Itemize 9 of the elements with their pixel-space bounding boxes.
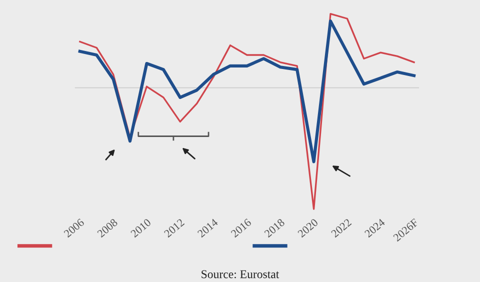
x-tick-label: 2008 bbox=[96, 218, 118, 238]
x-tick-label: 2020 bbox=[297, 218, 318, 238]
x-tick-label: 2012 bbox=[164, 218, 185, 238]
x-tick-label: 2010 bbox=[130, 218, 152, 238]
x-tick-label: 2014 bbox=[197, 218, 218, 238]
x-tick-label: 2022 bbox=[330, 218, 352, 238]
source-note: Source: Eurostat bbox=[202, 270, 280, 278]
x-tick-label: 2018 bbox=[264, 218, 286, 238]
x-tick-label: 2024 bbox=[364, 218, 386, 238]
